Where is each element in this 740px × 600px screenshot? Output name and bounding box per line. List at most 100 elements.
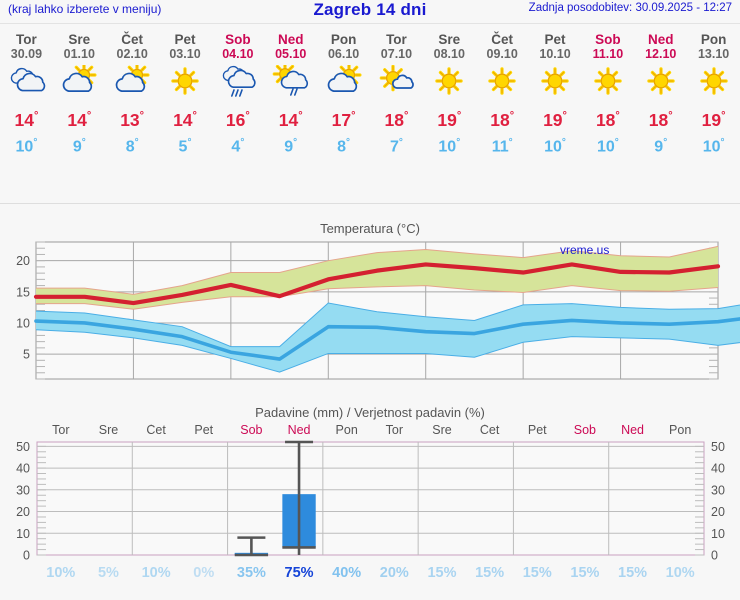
forecast-day-column: Pon 06.10 17° 8° bbox=[317, 26, 370, 171]
forecast-day-column: Ned 05.10 14° 9° bbox=[264, 26, 317, 171]
day-of-week: Sre bbox=[68, 32, 91, 47]
temp-max: 18° bbox=[384, 109, 409, 130]
precip-probability-label: 20% bbox=[380, 565, 409, 581]
forecast-day-column: Ned 12.10 18° 9° bbox=[634, 26, 687, 171]
day-of-week: Ned bbox=[647, 32, 674, 47]
forecast-day-column: Čet 09.10 18° 11° bbox=[476, 26, 529, 171]
y-tick-label: 15 bbox=[16, 285, 30, 299]
day-of-week: Sob bbox=[225, 32, 251, 47]
temp-max: 18° bbox=[595, 109, 620, 130]
sunny-icon bbox=[480, 65, 524, 99]
precip-probability-label: 15% bbox=[427, 565, 456, 581]
sunny-icon bbox=[163, 65, 207, 99]
temp-max: 14° bbox=[14, 109, 39, 130]
temp-min: 4° bbox=[231, 136, 245, 156]
precip-y-tick-label: 0 bbox=[23, 549, 30, 563]
day-date: 07.10 bbox=[380, 47, 413, 61]
day-of-week: Pet bbox=[174, 32, 196, 47]
precip-y-tick-label: 20 bbox=[711, 505, 725, 519]
page-title: Zagreb 14 dni bbox=[313, 0, 427, 19]
forecast-day-column: Tor 30.09 14° 10° bbox=[0, 26, 53, 171]
day-date: 01.10 bbox=[63, 47, 95, 61]
forecast-day-column: Pon 13.10 19° 10° bbox=[687, 26, 740, 171]
precip-y-tick-label: 0 bbox=[711, 549, 718, 563]
precipitation-chart: Tor Sre Čet Pet Sob Ned Pon Tor Sre Čet Pet Sob Ned P… bbox=[0, 424, 740, 600]
day-date: 11.10 bbox=[592, 47, 624, 61]
y-tick-label: 10 bbox=[16, 316, 30, 330]
day-of-week: Čet bbox=[121, 32, 144, 47]
precip-day-label: Tor bbox=[52, 424, 69, 437]
sun-small-cloud-icon bbox=[374, 65, 418, 99]
last-update: Zadnja posodobitev: 30.09.2025 - 12:27 bbox=[528, 2, 732, 14]
sunny-icon bbox=[692, 65, 736, 99]
precipitation-chart-title: Padavine (mm) / Verjetnost padavin (%) bbox=[255, 405, 485, 420]
temp-min: 9° bbox=[72, 136, 86, 156]
precip-probability-label: 15% bbox=[618, 565, 647, 581]
precip-probability-label: 40% bbox=[332, 565, 361, 581]
temp-max: 13° bbox=[120, 109, 145, 130]
day-of-week: Sre bbox=[438, 32, 461, 47]
temp-max: 19° bbox=[437, 109, 462, 130]
watermark: vreme.us bbox=[560, 243, 609, 257]
day-date: 06.10 bbox=[327, 47, 360, 61]
forecast-day-column: Sre 01.10 14° 9° bbox=[53, 26, 106, 171]
temp-max: 14° bbox=[173, 109, 197, 130]
precip-day-label: Sob bbox=[240, 424, 262, 437]
sun-cloud-rain-icon bbox=[269, 65, 313, 99]
forecast-day-strip: Tor 30.09 14° 10° Sre 01.10 14° 9° Čet 02.10 13… bbox=[0, 26, 740, 171]
precip-day-label: Tor bbox=[386, 424, 403, 437]
day-of-week: Sob bbox=[595, 32, 621, 47]
temp-min: 7° bbox=[389, 136, 403, 156]
forecast-day-column: Pet 10.10 19° 10° bbox=[529, 26, 582, 171]
sunny-icon bbox=[533, 65, 577, 99]
day-date: 09.10 bbox=[486, 47, 518, 61]
day-date: 05.10 bbox=[275, 47, 307, 61]
temp-min: 9° bbox=[284, 136, 298, 156]
precip-probability-label: 15% bbox=[475, 565, 504, 581]
precip-day-label: Pet bbox=[194, 424, 213, 437]
sunny-icon bbox=[427, 65, 471, 99]
temp-min: 8° bbox=[125, 136, 139, 156]
precip-y-tick-label: 40 bbox=[711, 462, 725, 476]
day-of-week: Tor bbox=[386, 32, 407, 47]
day-date: 30.09 bbox=[10, 47, 43, 61]
precip-day-label: Ned bbox=[621, 424, 644, 437]
forecast-day-column: Sob 04.10 16° 4° bbox=[211, 26, 264, 171]
precip-day-label: Pet bbox=[528, 424, 547, 437]
temp-max: 14° bbox=[67, 109, 92, 130]
precip-y-tick-label: 10 bbox=[711, 527, 725, 541]
sunny-icon bbox=[586, 65, 630, 99]
precip-day-label: Sre bbox=[99, 424, 119, 437]
temp-min: 10° bbox=[15, 136, 38, 156]
temp-min: 9° bbox=[654, 136, 668, 156]
precip-day-label: Sob bbox=[574, 424, 596, 437]
day-of-week: Čet bbox=[491, 32, 514, 47]
temp-min: 10° bbox=[438, 136, 461, 156]
day-of-week: Pon bbox=[330, 32, 357, 47]
precip-probability-label: 0% bbox=[193, 565, 214, 581]
precip-day-label: Pon bbox=[669, 424, 691, 437]
precip-probability-label: 35% bbox=[237, 565, 266, 581]
precip-probability-label: 10% bbox=[666, 565, 695, 581]
page-header: (kraj lahko izberete v meniju) Zagreb 14… bbox=[0, 0, 740, 22]
forecast-day-column: Sre 08.10 19° 10° bbox=[423, 26, 476, 171]
precip-day-label: Pon bbox=[336, 424, 358, 437]
precip-probability-label: 75% bbox=[285, 565, 314, 581]
temp-max: 18° bbox=[490, 109, 515, 130]
day-of-week: Ned bbox=[277, 32, 304, 47]
precip-probability-label: 5% bbox=[98, 565, 119, 581]
header-divider bbox=[0, 23, 740, 24]
day-date: 02.10 bbox=[116, 47, 148, 61]
precip-day-label: Čet bbox=[146, 424, 166, 437]
forecast-day-column: Sob 11.10 18° 10° bbox=[581, 26, 634, 171]
temp-max: 19° bbox=[701, 109, 726, 130]
day-of-week: Pet bbox=[544, 32, 566, 47]
precip-y-tick-label: 50 bbox=[711, 440, 725, 454]
temp-min: 11° bbox=[491, 136, 513, 156]
location-hint: (kraj lahko izberete v meniju) bbox=[8, 2, 162, 16]
day-date: 10.10 bbox=[539, 47, 571, 61]
sun-behind-cloud-icon bbox=[110, 65, 154, 99]
day-date: 03.10 bbox=[169, 47, 201, 61]
y-tick-label: 20 bbox=[16, 254, 30, 268]
precip-y-tick-label: 50 bbox=[16, 440, 30, 454]
